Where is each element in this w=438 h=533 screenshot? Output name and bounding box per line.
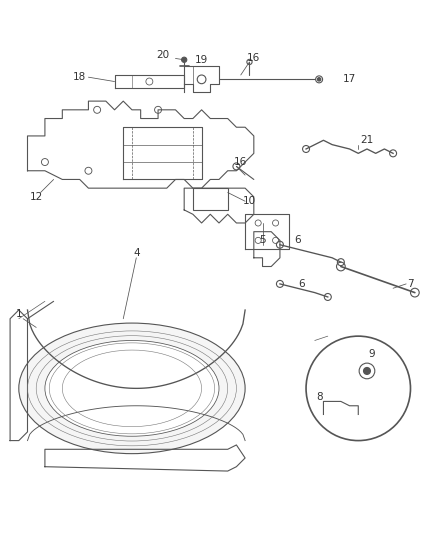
- Circle shape: [182, 57, 187, 62]
- Text: 4: 4: [133, 248, 140, 259]
- Text: 10: 10: [243, 196, 256, 206]
- Text: 1: 1: [15, 309, 22, 319]
- Text: 20: 20: [156, 51, 169, 60]
- Text: 18: 18: [73, 72, 86, 82]
- Text: 16: 16: [234, 157, 247, 167]
- Text: 6: 6: [298, 279, 305, 289]
- Circle shape: [364, 367, 371, 375]
- Text: 7: 7: [407, 279, 414, 289]
- Text: 9: 9: [368, 349, 374, 359]
- FancyBboxPatch shape: [193, 188, 228, 210]
- Circle shape: [306, 336, 410, 441]
- Text: 16: 16: [247, 53, 261, 62]
- Ellipse shape: [19, 323, 245, 454]
- Circle shape: [318, 78, 321, 81]
- Text: 12: 12: [30, 192, 43, 202]
- Ellipse shape: [45, 341, 219, 436]
- Text: 8: 8: [316, 392, 322, 402]
- Text: 5: 5: [259, 236, 266, 245]
- Text: 21: 21: [360, 135, 374, 146]
- Text: 17: 17: [343, 75, 356, 84]
- Text: 6: 6: [294, 236, 300, 245]
- Text: 19: 19: [195, 55, 208, 65]
